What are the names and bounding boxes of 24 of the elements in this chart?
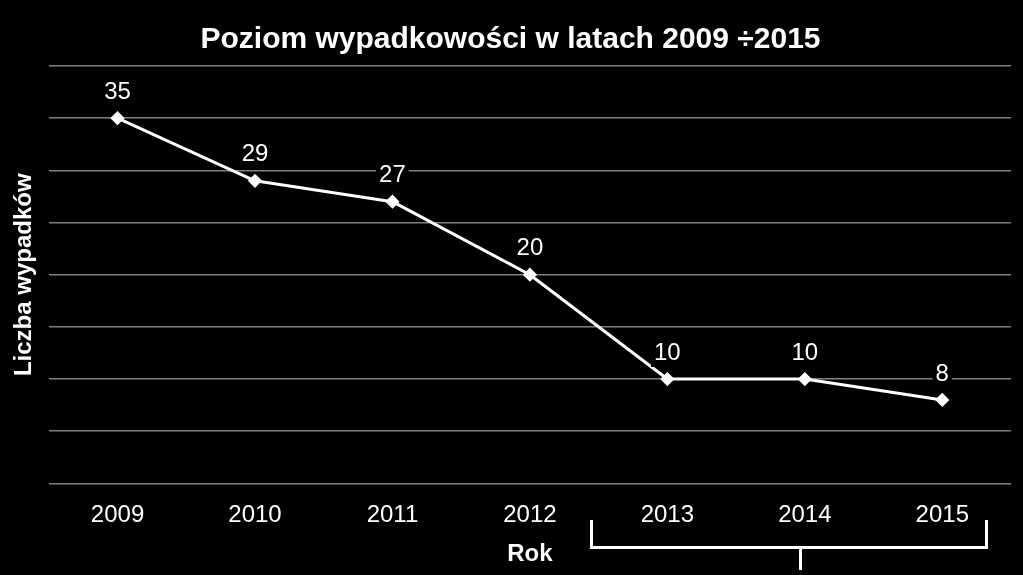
chart-title: Poziom wypadkowości w latach 2009 ÷2015 [200, 21, 821, 55]
data-label: 8 [935, 358, 949, 386]
data-label: 27 [379, 160, 406, 188]
point [385, 195, 399, 209]
point [523, 268, 537, 282]
point [660, 372, 674, 386]
data-label: 10 [654, 337, 681, 365]
x-tick-label: 2014 [778, 500, 832, 528]
data-label: 10 [791, 337, 819, 365]
x-tick-label: 2013 [640, 500, 695, 528]
point [248, 174, 262, 188]
x-axis-title: Rok [507, 539, 554, 567]
x-tick-label: 2010 [228, 500, 282, 528]
x-tick-label: 2009 [90, 500, 145, 528]
data-label: 20 [516, 233, 544, 261]
x-tick-label: 2015 [915, 500, 969, 528]
x-tick-label: 2011 [366, 500, 419, 528]
x-tick-label: 2012 [503, 500, 557, 528]
point [935, 393, 949, 407]
y-axis-title: Liczba wypadków [9, 173, 37, 377]
data-label: 35 [104, 76, 131, 104]
data-label: 29 [241, 139, 269, 167]
point [798, 372, 812, 386]
point [111, 111, 125, 125]
